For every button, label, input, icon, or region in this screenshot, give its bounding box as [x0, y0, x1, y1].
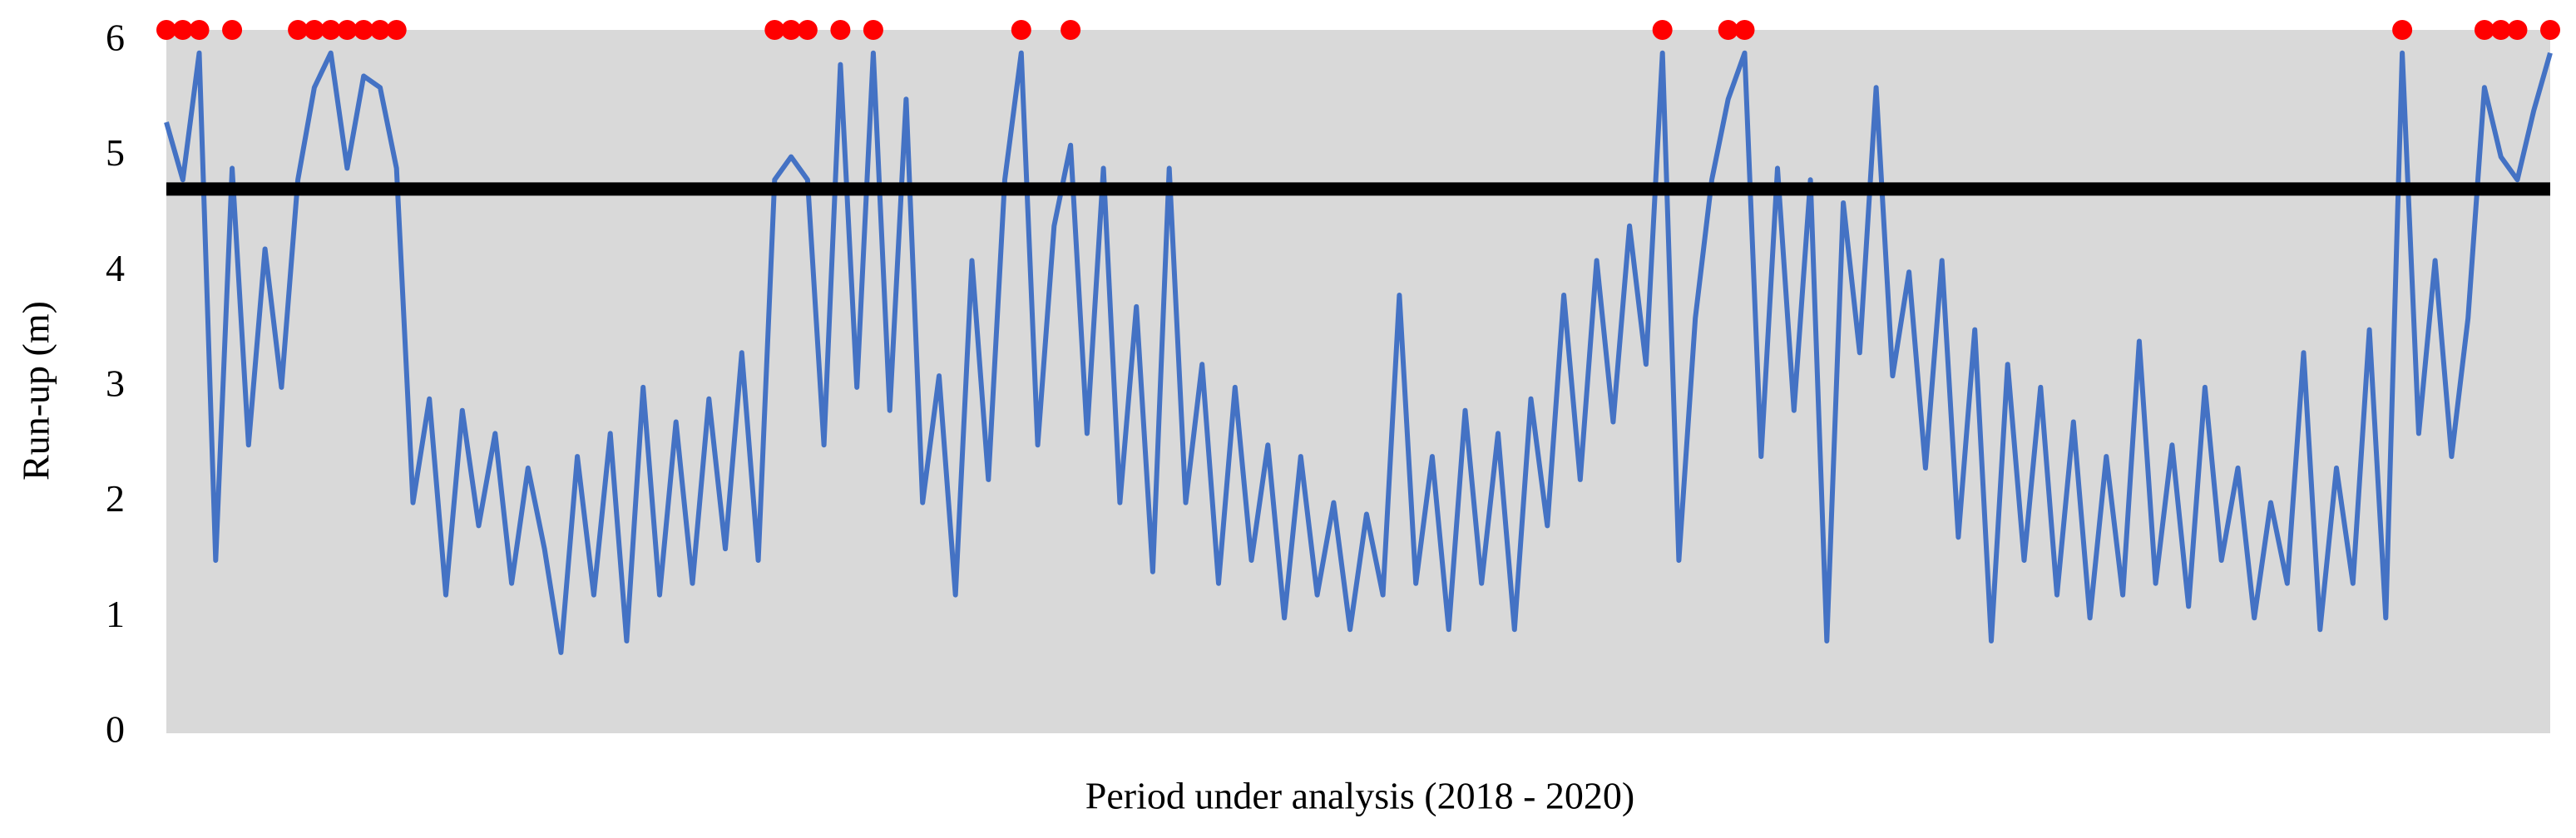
exceedance-marker	[797, 20, 818, 40]
exceedance-marker	[222, 20, 243, 40]
y-axis-title: Run-up (m)	[15, 301, 57, 481]
exceedance-marker	[288, 20, 309, 40]
exceedance-marker	[2474, 20, 2494, 40]
exceedance-marker	[830, 20, 851, 40]
exceedance-marker	[369, 20, 390, 40]
y-tick-label: 2	[106, 477, 125, 520]
y-tick-label: 5	[106, 131, 125, 174]
x-axis-title: Period under analysis (2018 - 2020)	[1085, 775, 1635, 817]
data-line	[164, 50, 2553, 655]
exceedance-marker	[781, 20, 802, 40]
exceedance-marker	[2507, 20, 2528, 40]
exceedance-marker	[304, 20, 324, 40]
y-tick-label: 1	[106, 593, 125, 635]
exceedance-marker	[2392, 20, 2413, 40]
exceedance-marker	[320, 20, 341, 40]
exceedance-marker	[1061, 20, 1081, 40]
exceedance-marker	[863, 20, 883, 40]
plot-area	[166, 30, 2550, 733]
exceedance-marker	[337, 20, 358, 40]
exceedance-marker	[1734, 20, 1755, 40]
exceedance-marker	[764, 20, 785, 40]
y-tick-label: 3	[106, 362, 125, 404]
exceedance-marker	[1652, 20, 1673, 40]
exceedance-marker	[2490, 20, 2511, 40]
exceedance-marker	[172, 20, 193, 40]
y-tick-label: 6	[106, 16, 125, 58]
exceedance-marker	[2540, 20, 2560, 40]
y-tick-label: 0	[106, 708, 125, 751]
exceedance-marker	[386, 20, 407, 40]
exceedance-marker	[156, 20, 176, 40]
exceedance-marker	[354, 20, 374, 40]
exceedance-marker	[1011, 20, 1031, 40]
y-tick-label: 4	[106, 247, 125, 289]
exceedance-marker	[189, 20, 210, 40]
exceedance-marker	[1718, 20, 1738, 40]
